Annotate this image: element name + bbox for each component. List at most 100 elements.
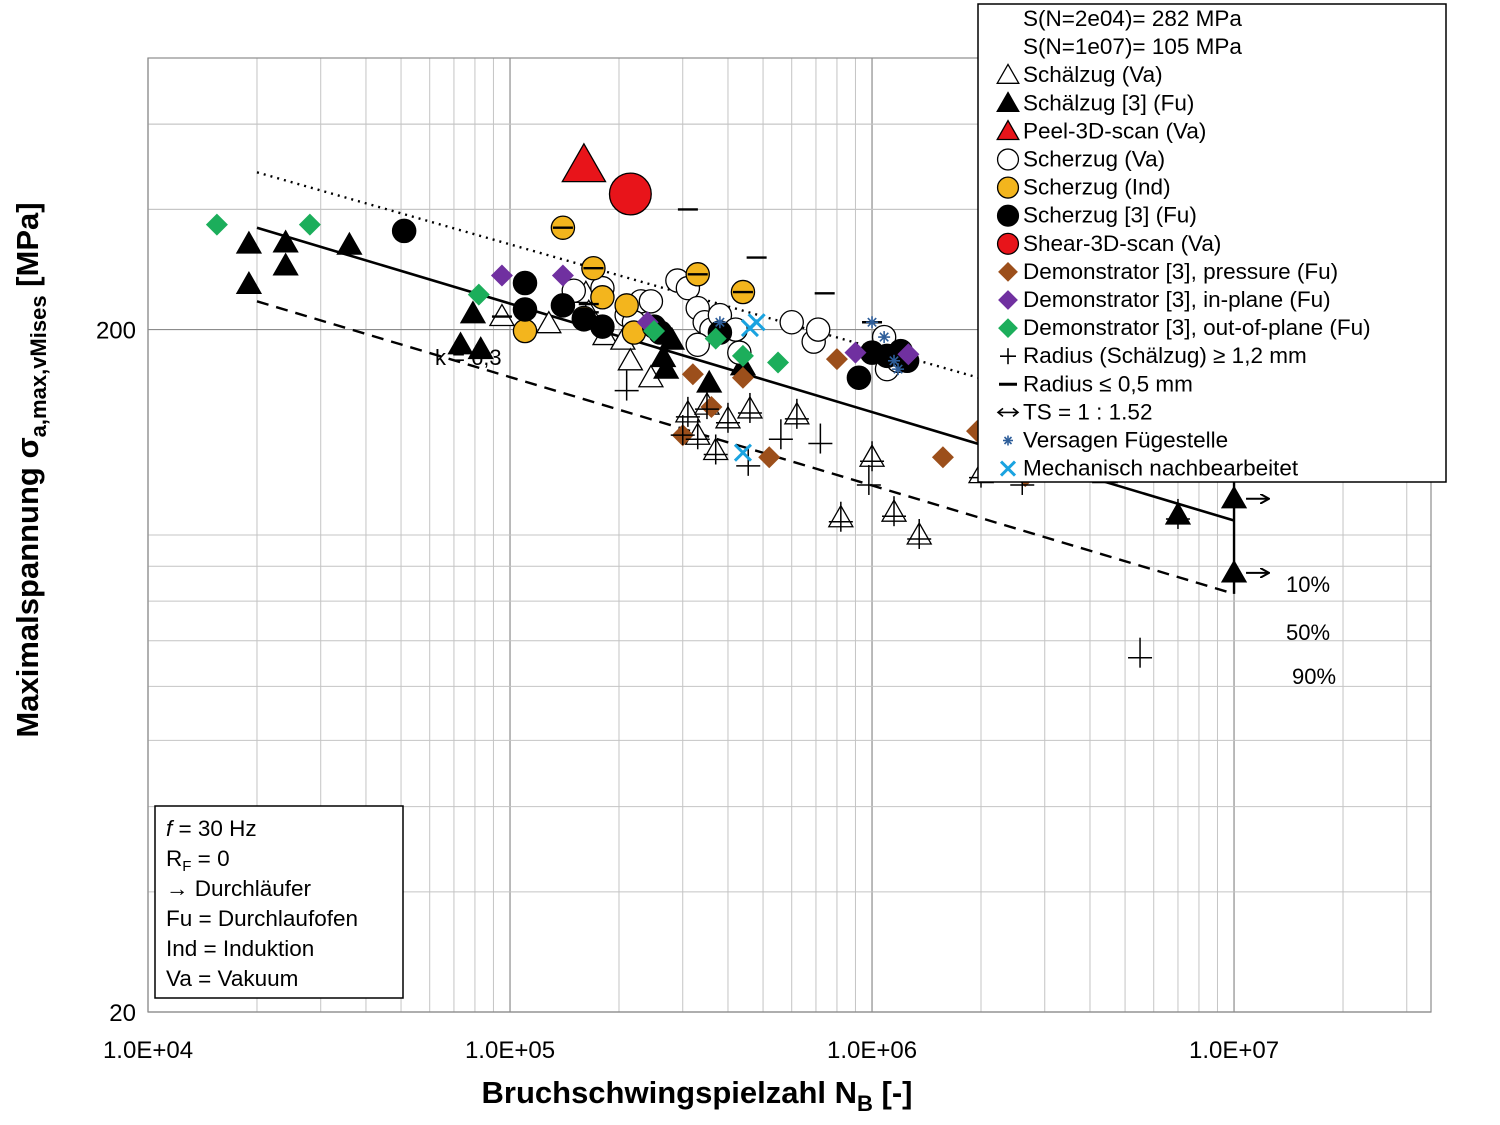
x-tick-label: 1.0E+05 bbox=[465, 1037, 555, 1064]
legend-label-demonstrator-3-pressure-fu: Demonstrator [3], pressure (Fu) bbox=[1023, 259, 1338, 284]
legend-box bbox=[977, 3, 1447, 483]
point-demonstrator-3-out-of-plane-fu bbox=[205, 213, 228, 236]
point-scherzug-va bbox=[685, 332, 710, 358]
legend-label-sch-lzug-3-fu: Schälzug [3] (Fu) bbox=[1023, 90, 1194, 115]
legend-symbol-x bbox=[999, 460, 1017, 477]
prob-label-90: 90% bbox=[1292, 664, 1336, 689]
legend-marker-demonstrator-3-pressure-fu bbox=[998, 262, 1018, 282]
point-demonstrator-3-out-of-plane-fu bbox=[704, 327, 727, 350]
axis-ticks: 1.0E+04 1.0E+05 1.0E+06 1.0E+07 20 200 bbox=[96, 318, 1279, 1064]
point-demonstrator-3-in-plane-fu bbox=[897, 343, 920, 366]
symbol-overlays bbox=[491, 208, 1375, 668]
k-label: k = 6,3 bbox=[435, 345, 502, 370]
legend-marker-sch-lzug-3-fu bbox=[996, 91, 1020, 113]
plot-frame bbox=[147, 57, 1432, 1013]
point-demonstrator-3-in-plane-fu bbox=[490, 264, 513, 287]
legend-symbol-star bbox=[1003, 436, 1013, 445]
legend-symbol-ts bbox=[996, 407, 1004, 418]
legend-label-sch-lzug-va: Schälzug (Va) bbox=[1023, 62, 1163, 87]
legend-marker-scherzug-3-fu bbox=[996, 204, 1020, 227]
point-demonstrator-3-out-of-plane-fu bbox=[467, 283, 490, 306]
point-demonstrator-3-out-of-plane-fu bbox=[731, 344, 754, 367]
point-sch-lzug-va bbox=[488, 303, 516, 327]
prob-label-50: 50% bbox=[1286, 620, 1330, 645]
legend-label-symbol-1: Radius (Schälzug) ≥ 1,2 mm bbox=[1023, 343, 1307, 368]
legend-label-peel-3d-scan-va: Peel-3D-scan (Va) bbox=[1023, 118, 1206, 143]
x-tick-label: 1.0E+07 bbox=[1189, 1037, 1279, 1064]
point-scherzug-va bbox=[805, 317, 831, 342]
point-sch-lzug-3-fu bbox=[467, 336, 494, 360]
point-scherzug-ind bbox=[590, 285, 615, 310]
point-scherzug-3-fu bbox=[512, 297, 538, 322]
point-sch-lzug-3-fu bbox=[447, 331, 474, 355]
legend-label-demonstrator-3-out-of-plane-fu: Demonstrator [3], out-of-plane (Fu) bbox=[1023, 315, 1371, 340]
point-sch-lzug-3-fu bbox=[1220, 559, 1248, 583]
y-tick-label: 20 bbox=[109, 1000, 136, 1027]
point-scherzug-ind bbox=[614, 293, 639, 318]
joint-failure-mark bbox=[715, 317, 725, 328]
joint-failure-mark bbox=[879, 332, 889, 342]
point-sch-lzug-3-fu bbox=[235, 230, 263, 254]
note-ratio: RF = 0 bbox=[166, 846, 230, 875]
legend-label-scherzug-ind: Scherzug (Ind) bbox=[1023, 175, 1171, 200]
note-runout: → Durchläufer bbox=[166, 876, 312, 901]
machined-mark bbox=[733, 443, 753, 462]
legend-label-shear-3d-scan-va: Shear-3D-scan (Va) bbox=[1023, 231, 1221, 256]
legend: S(N=2e04)= 282 MPa S(N=1e07)= 105 MPa Schä… bbox=[977, 3, 1447, 483]
point-scherzug-va bbox=[779, 309, 804, 335]
point-scherzug-3-fu bbox=[590, 314, 615, 339]
point-sch-lzug-3-fu bbox=[459, 300, 487, 324]
legend-marker-scherzug-va bbox=[996, 148, 1020, 171]
legend-label-demonstrator-3-in-plane-fu: Demonstrator [3], in-plane (Fu) bbox=[1023, 287, 1331, 312]
point-peel-3d-scan-va bbox=[561, 142, 607, 183]
scatter-band-90 bbox=[256, 300, 1235, 595]
point-sch-lzug-3-fu bbox=[272, 229, 299, 253]
point-demonstrator-3-out-of-plane-fu bbox=[767, 351, 790, 374]
legend-label-scherzug-va: Scherzug (Va) bbox=[1023, 147, 1165, 172]
legend-header-1: S(N=2e04)= 282 MPa bbox=[1023, 6, 1242, 31]
x-axis-title: Bruchschwingspielzahl NB [-] bbox=[482, 1075, 913, 1116]
note-ind: Ind = Induktion bbox=[166, 936, 314, 961]
y-tick-label: 200 bbox=[96, 318, 136, 345]
legend-symbol-ts bbox=[1012, 407, 1020, 418]
legend-label-symbol-3: TS = 1 : 1.52 bbox=[1023, 399, 1152, 424]
legend-marker-demonstrator-3-out-of-plane-fu bbox=[998, 318, 1018, 338]
point-demonstrator-3-pressure-fu bbox=[731, 366, 754, 389]
legend-label-symbol-4: Versagen Fügestelle bbox=[1023, 428, 1228, 453]
legend-marker-peel-3d-scan-va bbox=[996, 119, 1020, 141]
point-sch-lzug-va bbox=[617, 347, 644, 371]
legend-header-2: S(N=1e07)= 105 MPa bbox=[1023, 34, 1242, 59]
point-demonstrator-3-out-of-plane-fu bbox=[643, 320, 666, 343]
point-demonstrator-3-in-plane-fu bbox=[844, 341, 867, 364]
note-fu: Fu = Durchlaufofen bbox=[166, 906, 358, 931]
point-sch-lzug-3-fu bbox=[696, 369, 723, 393]
point-demonstrator-3-pressure-fu bbox=[931, 446, 954, 469]
point-demonstrator-3-pressure-fu bbox=[825, 348, 848, 371]
point-demonstrator-3-pressure-fu bbox=[700, 396, 723, 419]
point-scherzug-ind bbox=[512, 318, 538, 344]
point-scherzug-3-fu bbox=[846, 365, 872, 390]
y-axis-title: Maximalspannung σa,max,vMises [MPa] bbox=[10, 202, 51, 737]
notes-frame bbox=[154, 805, 404, 999]
legend-label-scherzug-3-fu: Scherzug [3] (Fu) bbox=[1023, 203, 1197, 228]
point-sch-lzug-va bbox=[535, 310, 562, 334]
legend-marker-demonstrator-3-in-plane-fu bbox=[998, 290, 1018, 310]
x-tick-label: 1.0E+06 bbox=[827, 1037, 917, 1064]
point-sch-lzug-3-fu bbox=[272, 252, 299, 276]
legend-marker-sch-lzug-va bbox=[996, 63, 1020, 84]
note-frequency: f = 30 Hz bbox=[166, 816, 257, 841]
notes-box: f = 30 Hz RF = 0 → Durchläufer Fu = Durc… bbox=[154, 805, 404, 999]
point-demonstrator-3-pressure-fu bbox=[681, 363, 704, 386]
legend-marker-scherzug-ind bbox=[996, 176, 1020, 199]
legend-label-symbol-5: Mechanisch nachbearbeitet bbox=[1023, 456, 1299, 481]
point-scherzug-va bbox=[638, 289, 664, 314]
point-sch-lzug-3-fu bbox=[1220, 485, 1248, 509]
point-sch-lzug-3-fu bbox=[235, 270, 263, 294]
joint-failure-mark bbox=[893, 364, 903, 374]
x-tick-label: 1.0E+04 bbox=[103, 1037, 193, 1064]
point-demonstrator-3-pressure-fu bbox=[758, 446, 781, 469]
point-sch-lzug-3-fu bbox=[336, 231, 363, 255]
point-scherzug-3-fu bbox=[550, 293, 576, 318]
machined-mark bbox=[747, 313, 766, 332]
